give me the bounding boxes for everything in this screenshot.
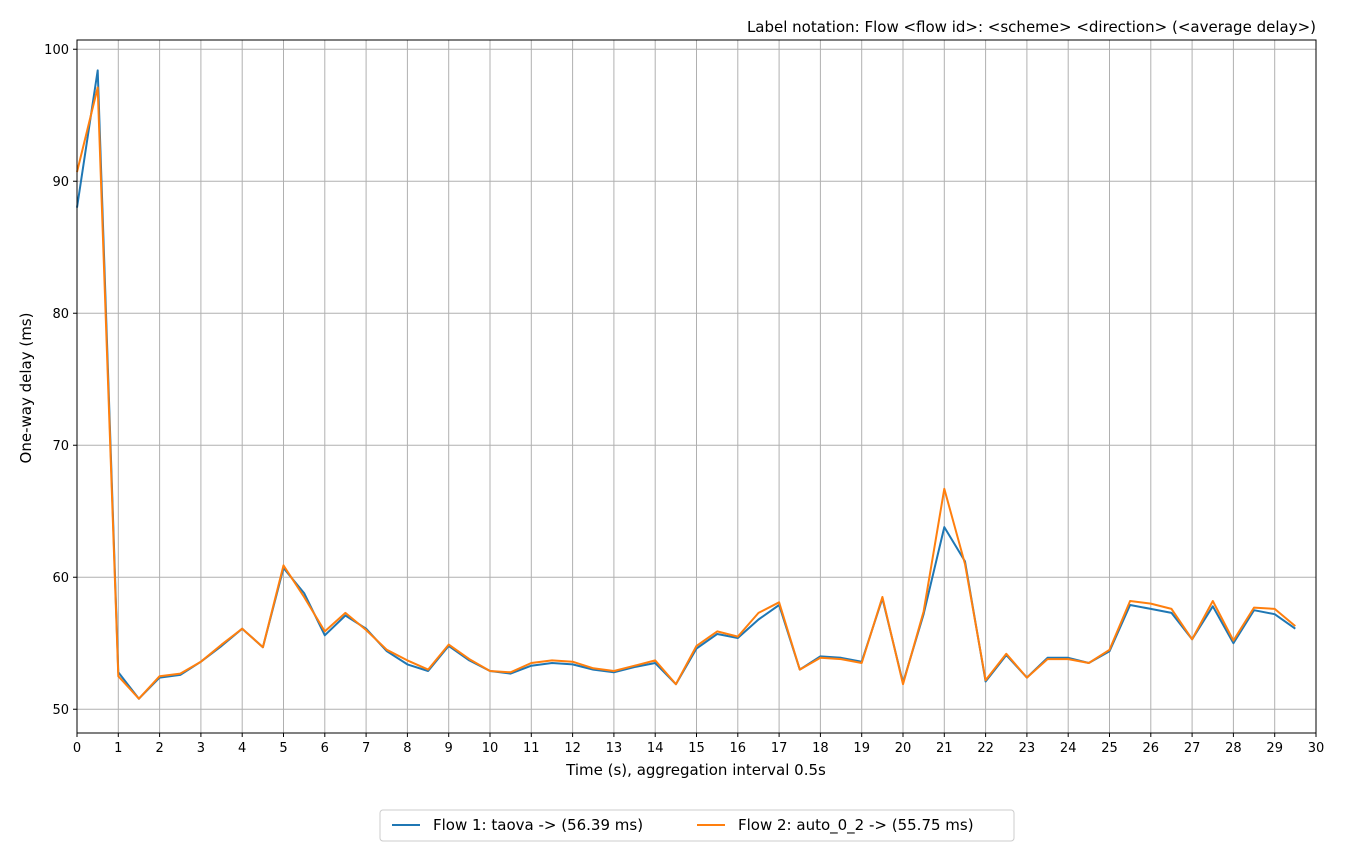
x-tick-label: 26 xyxy=(1143,741,1160,756)
y-axis-ticks: 50 60 70 80 90 100 xyxy=(44,43,77,718)
x-axis-ticks: 0 1 2 3 4 5 6 7 8 9 10 11 12 13 14 15 16 17 18 19 20 21 22 23 24… xyxy=(73,733,1324,756)
x-tick-label: 16 xyxy=(730,741,747,756)
x-tick-label: 7 xyxy=(362,741,370,756)
y-tick-label: 90 xyxy=(52,175,69,190)
x-tick-label: 30 xyxy=(1308,741,1325,756)
x-tick-label: 18 xyxy=(812,741,829,756)
x-tick-label: 2 xyxy=(155,741,163,756)
x-tick-label: 11 xyxy=(523,741,540,756)
x-tick-label: 1 xyxy=(114,741,122,756)
x-tick-label: 20 xyxy=(895,741,912,756)
x-tick-label: 21 xyxy=(936,741,953,756)
x-tick-label: 23 xyxy=(1019,741,1036,756)
x-tick-label: 6 xyxy=(321,741,329,756)
x-tick-label: 19 xyxy=(853,741,870,756)
chart-title: Label notation: Flow <flow id>: <scheme>… xyxy=(747,18,1316,36)
x-tick-label: 10 xyxy=(482,741,499,756)
x-tick-label: 29 xyxy=(1266,741,1283,756)
y-tick-label: 80 xyxy=(52,307,69,322)
series-lines xyxy=(76,69,1296,700)
series-line-flow-2 xyxy=(76,86,1296,700)
x-tick-label: 28 xyxy=(1225,741,1242,756)
y-tick-label: 50 xyxy=(52,703,69,718)
x-tick-label: 25 xyxy=(1101,741,1118,756)
y-tick-label: 100 xyxy=(44,43,69,58)
x-tick-label: 13 xyxy=(606,741,623,756)
x-tick-label: 24 xyxy=(1060,741,1077,756)
x-tick-label: 9 xyxy=(445,741,453,756)
x-tick-label: 22 xyxy=(977,741,994,756)
series-line-flow-1 xyxy=(76,69,1296,700)
x-tick-label: 0 xyxy=(73,741,81,756)
x-tick-label: 3 xyxy=(197,741,205,756)
x-tick-label: 5 xyxy=(279,741,287,756)
y-tick-label: 70 xyxy=(52,439,69,454)
x-axis-label: Time (s), aggregation interval 0.5s xyxy=(565,761,826,779)
x-tick-label: 17 xyxy=(771,741,788,756)
x-tick-label: 15 xyxy=(688,741,705,756)
y-axis-label: One-way delay (ms) xyxy=(17,313,35,464)
legend: Flow 1: taova -> (56.39 ms) Flow 2: auto_… xyxy=(379,809,1015,842)
y-tick-label: 60 xyxy=(52,571,69,586)
legend-label-flow-1: Flow 1: taova -> (56.39 ms) xyxy=(433,816,643,834)
x-tick-label: 27 xyxy=(1184,741,1201,756)
x-tick-label: 14 xyxy=(647,741,664,756)
x-tick-label: 12 xyxy=(564,741,581,756)
grid xyxy=(76,40,1317,733)
x-tick-label: 4 xyxy=(238,741,246,756)
legend-label-flow-2: Flow 2: auto_0_2 -> (55.75 ms) xyxy=(738,816,974,835)
x-tick-label: 8 xyxy=(403,741,411,756)
